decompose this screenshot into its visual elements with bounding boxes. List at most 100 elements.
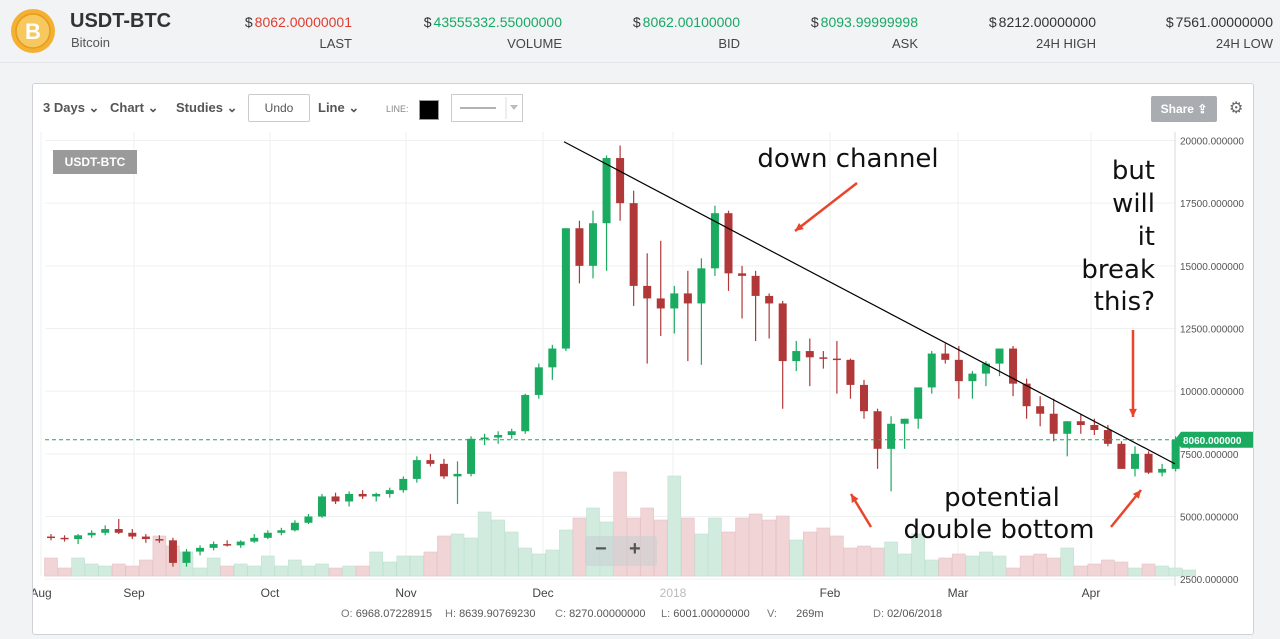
volume-bar <box>1141 563 1156 577</box>
studies-dropdown[interactable]: Studies ⌄ <box>176 100 238 115</box>
volume-bar <box>830 535 844 577</box>
volume-bar <box>518 547 533 577</box>
volume-bar <box>843 547 858 577</box>
annotation-text: potential <box>944 483 1060 513</box>
candle-body <box>277 530 286 533</box>
candle-body <box>1022 383 1031 407</box>
volume-bar <box>708 517 722 577</box>
y-tick-label: 12500.000000 <box>1180 325 1244 336</box>
annotation-arrow-head <box>1132 490 1141 499</box>
volume-bar <box>911 533 926 577</box>
candle-body <box>819 357 828 359</box>
chart-toolbar: 3 Days ⌄ Chart ⌄ Studies ⌄ Undo Line ⌄ L… <box>33 84 1253 132</box>
stat-value: 7561.00000000 <box>1175 14 1273 30</box>
candle-body <box>250 537 259 542</box>
volume-bar <box>57 567 72 577</box>
gear-icon[interactable]: ⚙ <box>1229 100 1244 117</box>
x-tick-label: Apr <box>1082 586 1101 600</box>
candle-body <box>1063 421 1072 434</box>
candle-body <box>751 275 760 296</box>
line-style-select[interactable] <box>451 94 523 122</box>
candle-body <box>683 293 692 304</box>
x-tick-label: Feb <box>820 586 841 600</box>
svg-text:B: B <box>25 19 41 44</box>
volume-bar <box>857 545 871 577</box>
volume-bar <box>84 563 99 577</box>
volume-bar <box>410 555 424 577</box>
volume-bar <box>762 519 776 577</box>
volume-bar <box>1128 567 1142 577</box>
volume-bar <box>111 563 126 577</box>
volume-bar <box>355 565 370 577</box>
x-tick-label: Nov <box>395 586 416 600</box>
volume-bar <box>423 551 438 577</box>
stat-ask: $8093.99999998 ASK <box>810 14 918 51</box>
candle-body <box>724 213 733 274</box>
stat-bid: $8062.00100000 BID <box>632 14 740 51</box>
candle-body <box>168 540 177 563</box>
candle-body <box>914 387 923 419</box>
candle-body <box>968 373 977 382</box>
candle-body <box>1131 453 1139 469</box>
candle-body <box>738 273 747 276</box>
stat-value: 8093.99999998 <box>820 14 918 30</box>
candle-body <box>101 529 110 533</box>
volume-bar <box>382 561 397 577</box>
undo-button[interactable]: Undo <box>248 94 310 122</box>
stat-24h-high: $8212.00000000 24H HIGH <box>988 14 1096 51</box>
volume-bar <box>789 539 804 577</box>
candle-body <box>182 551 191 563</box>
range-dropdown[interactable]: 3 Days ⌄ <box>43 100 100 115</box>
volume-bar <box>870 547 885 577</box>
annotation-text: double bottom <box>904 515 1095 545</box>
line-color-swatch[interactable] <box>419 100 439 120</box>
candle-body <box>507 431 516 436</box>
candle-body <box>1036 406 1045 414</box>
volume-bar <box>1087 563 1102 577</box>
candle-body <box>87 532 96 536</box>
x-tick-label: Dec <box>532 586 553 600</box>
candle-body <box>778 303 787 362</box>
candle-body <box>981 363 990 374</box>
candle-body <box>345 493 354 502</box>
annotation-arrow-head <box>795 222 804 231</box>
candle-body <box>331 496 340 502</box>
ohlc-high: H: 8639.90769230 <box>445 608 536 620</box>
stat-value: 8062.00000001 <box>254 14 352 30</box>
share-icon: ⇪ <box>1197 102 1208 116</box>
zoom-in-button[interactable]: + <box>629 538 641 560</box>
volume-bar <box>1046 557 1061 577</box>
candle-body <box>494 435 503 438</box>
chart-panel: 8060.000000 20000.000000 17500.000000 15000… <box>32 83 1254 635</box>
volume-bar <box>979 551 993 577</box>
stat-24h-low: $7561.00000000 24H LOW <box>1165 14 1273 51</box>
stat-label: LAST <box>319 36 352 51</box>
line-dropdown[interactable]: Line ⌄ <box>318 100 360 115</box>
zoom-control: − + <box>585 536 657 566</box>
candle-body <box>710 213 719 269</box>
stat-value: 8062.00100000 <box>642 14 740 30</box>
candle-body <box>575 228 584 266</box>
candle-body <box>765 295 774 304</box>
y-tick-label: 10000.000000 <box>1180 387 1244 398</box>
candlestick-chart[interactable]: 8060.000000 20000.000000 17500.000000 15000… <box>33 84 1253 634</box>
volume-bar <box>274 565 289 577</box>
candle-body <box>534 367 543 395</box>
stat-value: 43555332.55000000 <box>433 14 562 30</box>
volume-bar <box>884 541 898 577</box>
volume-bar <box>44 557 58 577</box>
chart-type-dropdown[interactable]: Chart ⌄ <box>110 100 159 115</box>
zoom-out-button[interactable]: − <box>595 538 607 560</box>
volume-bar <box>897 553 912 577</box>
volume-bar <box>1074 565 1088 577</box>
candle-body <box>318 496 326 517</box>
candle-body <box>480 437 489 440</box>
chevron-down-icon: ⌄ <box>344 100 360 115</box>
coin-name: Bitcoin <box>71 35 111 50</box>
x-tick-label: Sep <box>123 586 145 600</box>
candle-body <box>860 384 868 412</box>
stat-label: 24H HIGH <box>1036 36 1096 51</box>
share-button[interactable]: Share ⇪ <box>1151 96 1217 122</box>
candle-body <box>1076 421 1085 426</box>
line-color-label: LINE: <box>386 104 409 114</box>
